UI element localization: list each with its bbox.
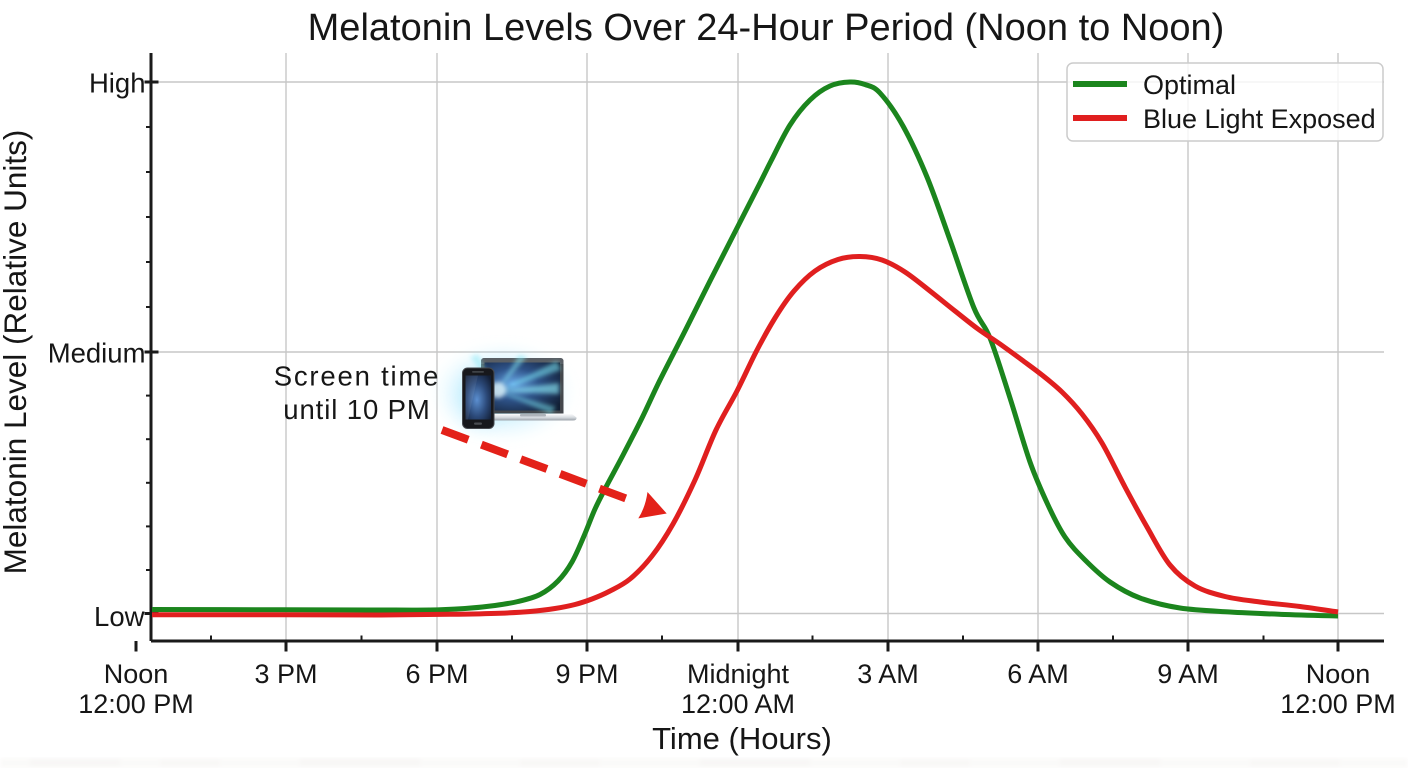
svg-text:3 PM: 3 PM — [254, 659, 317, 689]
svg-text:High: High — [89, 67, 146, 98]
svg-text:12:00 AM: 12:00 AM — [681, 689, 795, 719]
svg-text:3 AM: 3 AM — [857, 659, 919, 689]
svg-text:12:00 PM: 12:00 PM — [1280, 689, 1396, 719]
svg-text:9 PM: 9 PM — [555, 659, 618, 689]
svg-text:Time (Hours): Time (Hours) — [652, 721, 832, 756]
svg-text:Low: Low — [94, 601, 145, 632]
svg-text:Melatonin Level (Relative Unit: Melatonin Level (Relative Units) — [0, 130, 33, 575]
svg-text:Midnight: Midnight — [687, 659, 790, 689]
svg-text:12:00 PM: 12:00 PM — [78, 689, 194, 719]
svg-text:6 PM: 6 PM — [405, 659, 468, 689]
svg-text:Optimal: Optimal — [1143, 70, 1236, 100]
svg-text:Melatonin Levels Over 24-Hour: Melatonin Levels Over 24-Hour Period (No… — [308, 7, 1225, 49]
svg-text:Noon: Noon — [104, 659, 169, 689]
svg-text:Screen time: Screen time — [274, 361, 441, 392]
svg-text:Medium: Medium — [48, 337, 146, 368]
svg-text:until 10 PM: until 10 PM — [283, 394, 430, 425]
svg-text:9 AM: 9 AM — [1157, 659, 1219, 689]
svg-text:Blue Light Exposed: Blue Light Exposed — [1143, 104, 1376, 134]
svg-text:Noon: Noon — [1306, 659, 1371, 689]
svg-text:6 AM: 6 AM — [1007, 659, 1069, 689]
